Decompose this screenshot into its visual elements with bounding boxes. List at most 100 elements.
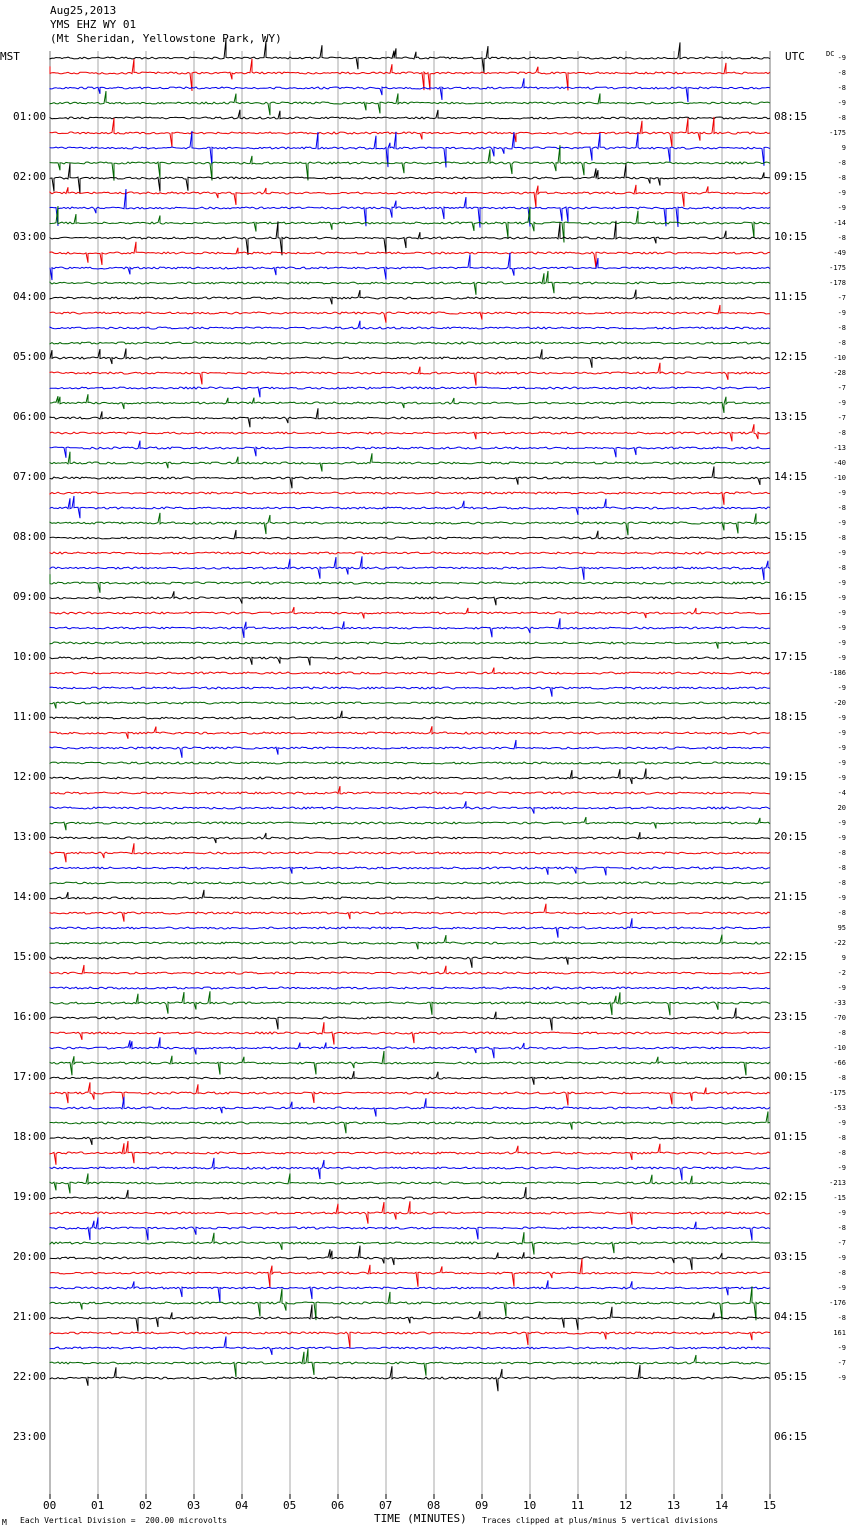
- utc-hour-label: 02:15: [774, 1190, 808, 1203]
- trace-33: [49, 551, 771, 555]
- dc-header-label: DC: [826, 50, 835, 58]
- trace-2: [49, 78, 771, 103]
- utc-hour-label: 19:15: [774, 770, 808, 783]
- trace-14: [49, 252, 771, 281]
- trace-52: [49, 832, 771, 844]
- utc-hour-label: 05:15: [774, 1370, 808, 1383]
- dc-offset-label: -8: [837, 339, 846, 347]
- trace-64: [49, 1007, 771, 1031]
- trace-69: [49, 1082, 771, 1106]
- dc-offset-label: -9: [837, 1119, 846, 1127]
- utc-hour-label: 12:15: [774, 350, 808, 363]
- trace-36: [49, 591, 771, 606]
- trace-75: [49, 1173, 770, 1194]
- trace-18: [49, 320, 771, 330]
- trace-40: [49, 656, 771, 666]
- utc-hour-label: 10:15: [774, 230, 808, 243]
- x-tick-label-04: 04: [235, 1499, 249, 1512]
- dc-offset-label: -8: [837, 864, 846, 872]
- trace-31: [49, 512, 771, 536]
- dc-offset-label: -8: [837, 324, 846, 332]
- dc-offset-label: -9: [837, 309, 846, 317]
- trace-57: [49, 903, 771, 922]
- trace-12: [49, 220, 771, 256]
- trace-78: [49, 1217, 771, 1241]
- trace-82: [49, 1280, 771, 1303]
- clip-note: Traces clipped at plus/minus 5 vertical …: [482, 1516, 719, 1525]
- dc-offset-label: -9: [837, 639, 846, 647]
- trace-11: [49, 205, 771, 243]
- trace-66: [49, 1037, 771, 1059]
- dc-offset-label: -9: [837, 1284, 846, 1292]
- trace-22: [49, 386, 770, 398]
- trace-10: [49, 188, 771, 228]
- dc-offset-label: -9: [837, 489, 846, 497]
- x-tick-label-07: 07: [379, 1499, 393, 1512]
- dc-offset-label: -213: [829, 1179, 846, 1187]
- trace-56: [49, 889, 771, 900]
- dc-offset-label: -9: [837, 1209, 846, 1217]
- trace-8: [49, 163, 771, 194]
- trace-39: [49, 641, 771, 649]
- trace-68: [49, 1070, 771, 1085]
- dc-offset-label: -8: [837, 114, 846, 122]
- dc-offset-label: 161: [833, 1329, 846, 1337]
- dc-offset-label: -7: [837, 294, 846, 302]
- dc-offset-label: -13: [833, 444, 846, 452]
- dc-offset-label: -7: [837, 384, 846, 392]
- x-tick-label-01: 01: [91, 1499, 105, 1512]
- dc-offset-label: -175: [829, 129, 846, 137]
- trace-47: [49, 761, 771, 765]
- dc-offset-label: -9: [837, 744, 846, 752]
- dc-offset-label: 9: [841, 144, 846, 152]
- trace-group: [49, 38, 771, 1392]
- utc-hour-label: 23:15: [774, 1010, 808, 1023]
- utc-hour-label: 18:15: [774, 710, 808, 723]
- trace-49: [49, 785, 771, 795]
- dc-offset-label: -8: [837, 1134, 846, 1142]
- x-tick-label-13: 13: [667, 1499, 681, 1512]
- dc-offset-label: -7: [837, 1239, 846, 1247]
- dc-offset-label: -8: [837, 849, 846, 857]
- mst-hour-label: 23:00: [13, 1430, 47, 1443]
- mst-hour-label: 16:00: [13, 1010, 47, 1023]
- mst-hour-label: 01:00: [13, 110, 47, 123]
- trace-19: [49, 341, 771, 345]
- utc-hour-label: 14:15: [774, 470, 808, 483]
- trace-70: [49, 1096, 771, 1117]
- trace-29: [49, 491, 771, 505]
- trace-62: [49, 986, 771, 990]
- dc-offset-label: -9: [837, 729, 846, 737]
- trace-76: [49, 1187, 771, 1200]
- trace-81: [49, 1258, 771, 1288]
- utc-hour-label: 08:15: [774, 110, 808, 123]
- dc-offset-label: -9: [837, 1164, 846, 1172]
- dc-offset-label: -9: [837, 984, 846, 992]
- dc-offset-label: -10: [833, 1044, 846, 1052]
- station-label: YMS EHZ WY 01: [50, 18, 137, 31]
- trace-30: [49, 495, 771, 519]
- trace-23: [49, 394, 771, 413]
- utc-hour-label: 04:15: [774, 1310, 808, 1323]
- dc-offset-label: -8: [837, 429, 846, 437]
- dc-offset-label: -9: [837, 399, 846, 407]
- dc-offset-label: -8: [837, 1224, 846, 1232]
- trace-59: [49, 934, 771, 950]
- dc-offset-label: -9: [837, 549, 846, 557]
- dc-offset-label: -9: [837, 654, 846, 662]
- dc-offset-label: -9: [837, 819, 846, 827]
- trace-15: [49, 270, 771, 295]
- trace-20: [49, 348, 771, 368]
- trace-74: [49, 1157, 771, 1181]
- dc-offset-label: -9: [837, 684, 846, 692]
- x-tick-label-03: 03: [187, 1499, 201, 1512]
- trace-79: [49, 1232, 771, 1255]
- trace-58: [49, 918, 771, 938]
- trace-65: [49, 1022, 771, 1045]
- utc-hour-label: 20:15: [774, 830, 808, 843]
- trace-63: [49, 991, 771, 1016]
- dc-offset-label: -8: [837, 534, 846, 542]
- dc-offset-label: -8: [837, 1149, 846, 1157]
- dc-offset-label: -10: [833, 354, 846, 362]
- dc-offset-label: -9: [837, 834, 846, 842]
